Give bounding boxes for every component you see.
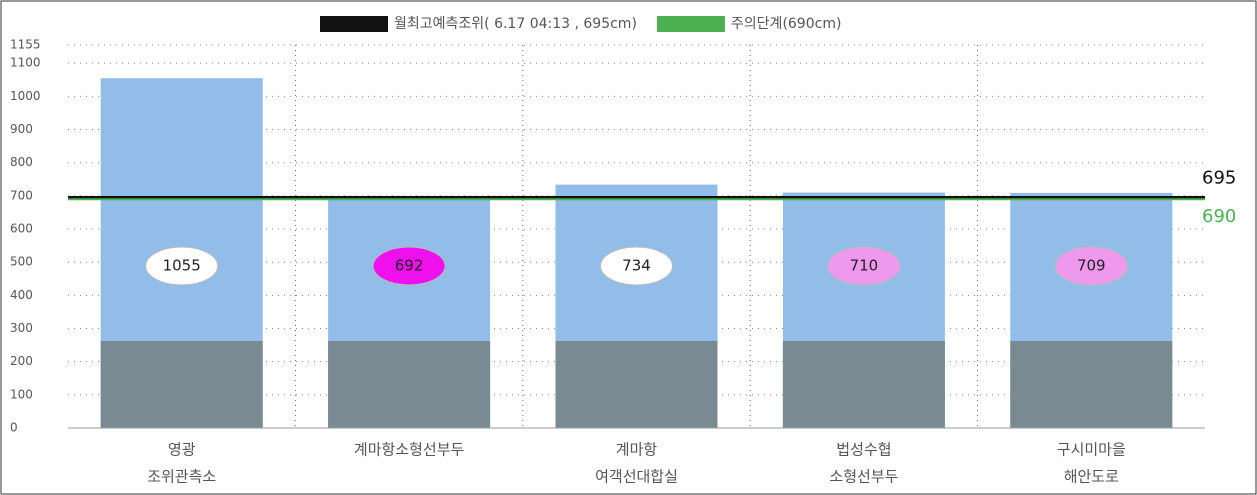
x-tick-label: 계마항 — [616, 441, 658, 459]
value-badge — [827, 246, 901, 286]
y-tick-label: 400 — [10, 288, 33, 302]
legend-swatch — [320, 16, 388, 32]
y-tick-label: 0 — [10, 421, 18, 435]
value-badge — [145, 246, 219, 286]
reference-label: 690 — [1202, 206, 1236, 227]
photo — [328, 341, 491, 428]
y-tick-label: 500 — [10, 255, 33, 269]
x-tick-label: 소형선부두 — [829, 468, 898, 486]
y-tick-label: 700 — [10, 188, 33, 202]
reference-label: 695 — [1202, 168, 1236, 189]
y-tick-label: 100 — [10, 387, 33, 401]
x-tick-label: 구시미마을 — [1057, 441, 1126, 459]
x-tick-label: 계마항소형선부두 — [354, 441, 465, 459]
y-tick-label: 1100 — [10, 56, 41, 70]
x-tick-label: 영광 — [168, 441, 196, 459]
x-tick-label: 조위관측소 — [147, 468, 216, 486]
value-label: 692 — [395, 257, 424, 275]
legend-label: 주의단계(690cm) — [731, 16, 842, 32]
value-badge — [1054, 246, 1128, 286]
photo — [782, 341, 945, 428]
legend-swatch — [656, 16, 725, 32]
photo — [100, 341, 263, 428]
y-tick-label: 1000 — [10, 89, 41, 103]
y-tick-label: 200 — [10, 354, 33, 368]
y-tick-label: 900 — [10, 122, 33, 136]
value-badge — [600, 246, 673, 286]
value-label: 734 — [622, 257, 651, 275]
y-tick-label: 1155 — [10, 38, 41, 52]
photo — [1010, 341, 1173, 428]
value-label: 710 — [850, 257, 879, 275]
y-tick-label: 600 — [10, 222, 33, 236]
x-tick-label: 해안도로 — [1064, 468, 1119, 486]
value-label: 709 — [1077, 257, 1106, 275]
value-badge — [372, 246, 446, 286]
value-label: 1055 — [163, 257, 201, 275]
y-tick-label: 800 — [10, 155, 33, 169]
y-tick-label: 300 — [10, 321, 33, 335]
legend-label: 월최고예측조위( 6.17 04:13 , 695cm) — [394, 16, 637, 32]
photo — [555, 341, 718, 428]
x-tick-label: 법성수협 — [836, 441, 891, 459]
x-tick-label: 여객선대합실 — [595, 468, 678, 486]
